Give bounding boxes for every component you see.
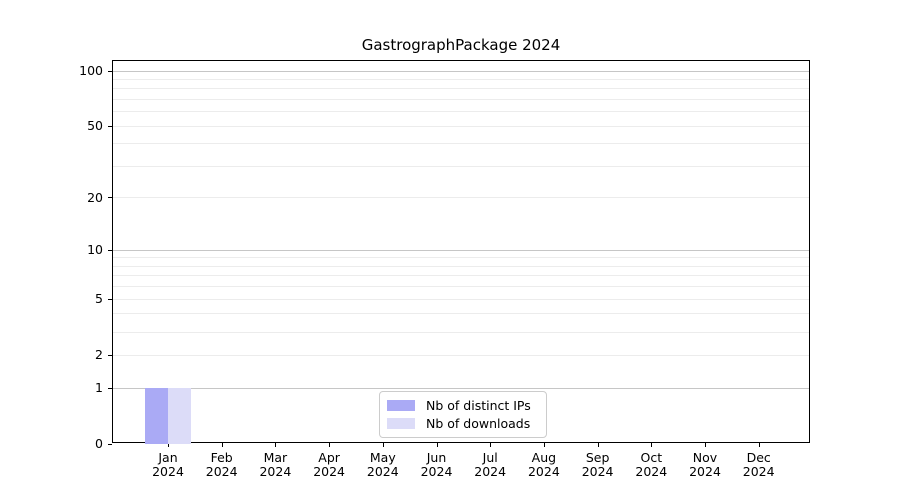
x-tick-label-month: Sep [585,450,610,465]
gridline-major [113,387,809,389]
y-tick [108,387,112,389]
x-tick-label: Aug 2024 [514,451,574,479]
x-tick [490,442,492,447]
x-tick-label-year: 2024 [420,464,453,479]
x-tick [543,442,545,447]
legend-swatch-downloads [387,417,415,429]
x-tick-label: Sep 2024 [568,451,628,479]
x-tick [758,442,760,447]
x-tick-label: Nov 2024 [675,451,735,479]
x-tick-label-year: 2024 [581,464,614,479]
x-tick-label-year: 2024 [474,464,507,479]
y-tick-label: 20 [87,189,103,205]
x-tick [275,442,277,447]
legend-entry-downloads: Nb of downloads [387,416,538,431]
x-tick-label: Jan 2024 [138,451,198,479]
gridline-minor [113,331,809,333]
y-tick-label: 2 [95,347,103,363]
gridline-minor [113,166,809,167]
gridline-minor [113,88,809,90]
y-tick [108,70,112,72]
gridline-minor [113,286,809,288]
chart-title: GastrographPackage 2024 [361,36,561,54]
x-tick [168,442,169,447]
gridline-minor [113,313,809,315]
gridline-major [113,249,809,251]
y-tick [108,354,112,356]
x-tick-label-year: 2024 [527,464,560,479]
gridline-minor [113,354,809,356]
gridline-minor [113,197,809,199]
x-tick-label-month: Oct [640,450,663,465]
gridline-minor [113,99,809,100]
gridline-minor [113,265,809,267]
y-tick-label: 0 [95,436,103,451]
y-tick [108,197,112,199]
x-tick [382,442,384,447]
x-tick-label: Apr 2024 [299,451,359,479]
legend-label-downloads: Nb of downloads [426,415,531,431]
x-tick-label-month: Jun [426,450,447,465]
x-tick-label-month: Nov [692,450,718,465]
x-tick-label-year: 2024 [205,464,238,479]
x-tick-label-month: Jul [482,450,498,465]
y-tick-label: 10 [87,242,103,258]
x-tick-label: May 2024 [353,451,413,479]
x-tick [436,442,438,447]
bar-distinct-ips [145,388,168,444]
y-tick [108,443,112,445]
x-tick-label-year: 2024 [635,464,668,479]
x-tick [329,442,331,447]
gridline-minor [113,275,809,277]
x-tick-label: Feb 2024 [192,451,252,479]
y-tick-label: 5 [95,291,103,307]
x-tick-label-month: Jan [158,450,178,465]
gridline-minor [113,143,809,145]
x-tick-label-month: Mar [263,450,288,465]
y-tick-label: 1 [95,380,103,395]
x-tick-label-year: 2024 [742,464,775,479]
y-tick [108,249,112,251]
legend-label-distinct-ips: Nb of distinct IPs [426,398,531,414]
legend: Nb of distinct IPs Nb of downloads [379,391,547,438]
y-tick-label: 50 [87,118,103,134]
x-tick-label: Oct 2024 [621,451,681,479]
x-tick [705,442,706,447]
plot-area: 100 50 20 10 5 2 1 0 Jan 2024 Feb 2024 Mar 2024 Apr 202… [79,60,810,479]
bar-downloads [168,388,191,444]
gridline-minor [113,298,809,300]
gridline-minor [113,111,809,113]
legend-entry-distinct-ips: Nb of distinct IPs [387,398,538,413]
x-tick-label: Jun 2024 [407,451,467,479]
x-tick-label: Jul 2024 [460,451,520,479]
x-tick [651,442,653,447]
gridline-minor [113,125,809,127]
x-tick-label-month: Dec [746,450,771,465]
x-tick-label-year: 2024 [259,464,292,479]
x-tick-label-month: Aug [531,450,557,465]
x-tick [221,442,223,447]
x-tick-label-year: 2024 [689,464,721,479]
x-tick-label-month: Feb [210,450,233,465]
x-tick-label-month: Apr [318,450,340,465]
x-tick-label-month: May [369,450,396,465]
gridline-minor [113,257,809,259]
x-tick-label: Mar 2024 [245,451,305,479]
x-tick [597,442,599,447]
gridline-minor [113,78,809,80]
x-tick-label-year: 2024 [366,464,399,479]
x-tick-label-year: 2024 [152,464,184,479]
legend-swatch-distinct-ips [387,400,415,412]
gridline-major [113,70,809,72]
y-tick-label: 100 [79,63,103,78]
x-tick-label-year: 2024 [313,464,345,479]
x-tick-label: Dec 2024 [729,451,789,479]
y-tick [108,298,112,300]
y-tick [108,125,112,127]
